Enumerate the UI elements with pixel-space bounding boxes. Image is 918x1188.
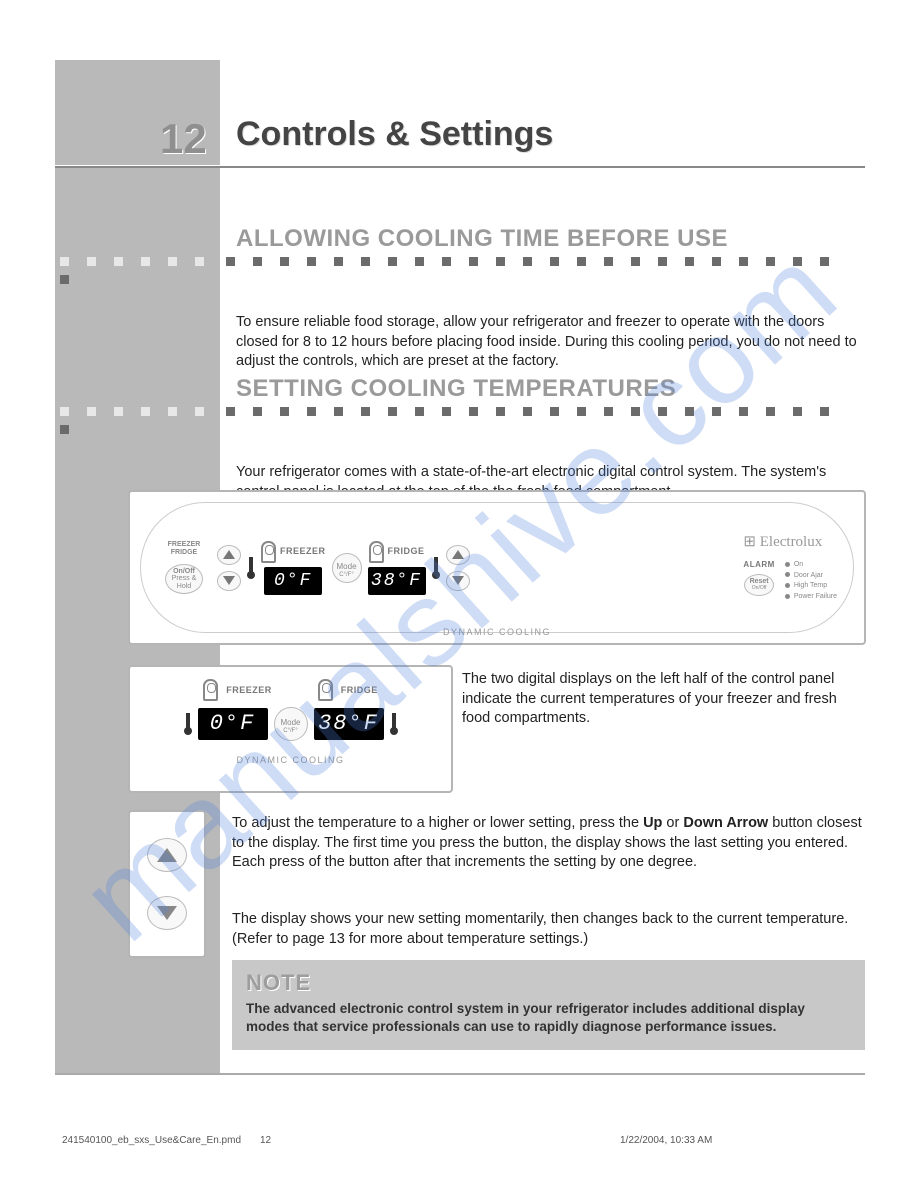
press-label: Press &	[172, 575, 197, 583]
label-freezer-fridge-1: FREEZER	[168, 541, 201, 549]
led-icon	[785, 572, 790, 577]
mode-sub: C°/F°	[339, 572, 353, 579]
capsule-icon	[318, 679, 333, 701]
brand-logo: ⊞ Electrolux	[743, 534, 822, 551]
onoff-label: On/Off	[173, 568, 195, 576]
dots-row-1	[60, 253, 865, 267]
arrows-closeup	[128, 810, 206, 958]
fridge-up-button[interactable]	[446, 545, 470, 565]
chevron-down-icon	[157, 906, 177, 920]
chevron-down-icon	[223, 576, 235, 585]
freezer-up-button[interactable]	[217, 545, 241, 565]
alarm-item: On	[794, 561, 803, 568]
freezer-temp-closeup: 0°F	[198, 708, 268, 740]
thermometer-icon	[247, 557, 255, 579]
mode-label-closeup: Mode	[280, 719, 300, 728]
fridge-label: FRIDGE	[388, 547, 425, 557]
thermometer-icon	[390, 713, 398, 735]
mode-button-closeup[interactable]: Mode C°/F°	[274, 707, 308, 741]
control-panel-closeup: FREEZER FRIDGE 0°F Mode C°/F° 38°F DYNAM…	[128, 665, 453, 793]
freezer-label-closeup: FREEZER	[226, 685, 272, 695]
mode-sub-closeup: C°/F°	[283, 728, 297, 735]
heading-setting-temps: SETTING COOLING TEMPERATURES	[236, 375, 866, 403]
displays-description: The two digital displays on the left hal…	[462, 670, 862, 729]
led-icon	[785, 562, 790, 567]
note-body: The advanced electronic control system i…	[246, 1000, 851, 1036]
page-number: 12	[160, 115, 207, 163]
footer-timestamp: 1/22/2004, 10:33 AM	[620, 1135, 712, 1146]
mode-label: Mode	[337, 563, 357, 572]
alarm-reset-button[interactable]: Reset On/Off	[744, 574, 774, 596]
note-box: NOTE The advanced electronic control sys…	[232, 960, 865, 1050]
body-cooling-time: To ensure reliable food storage, allow y…	[236, 313, 866, 372]
freezer-label: FREEZER	[280, 547, 326, 557]
manual-page: 12 Controls & Settings ALLOWING COOLING …	[0, 0, 918, 1188]
footer-page: 12	[260, 1135, 271, 1146]
control-panel-full: FREEZER FRIDGE On/Off Press & Hold F	[128, 490, 866, 645]
fridge-temp-display: 38°F	[368, 567, 426, 595]
fridge-arrows	[446, 545, 470, 591]
fridge-down-button[interactable]	[446, 571, 470, 591]
capsule-icon	[203, 679, 218, 701]
heading-cooling-time: ALLOWING COOLING TIME BEFORE USE	[236, 225, 866, 253]
footer-filename: 241540100_eb_sxs_Use&Care_En.pmd	[62, 1135, 241, 1146]
right-brand-alarm: ⊞ Electrolux ALARM Reset On/Off On Door …	[743, 534, 837, 600]
capsule-icon	[369, 541, 384, 563]
freezer-down-button[interactable]	[217, 571, 241, 591]
alarm-indicators: On Door Ajar High Temp Power Failure	[785, 561, 837, 601]
onoff-button[interactable]: On/Off Press & Hold	[165, 564, 203, 594]
chevron-down-icon	[452, 576, 464, 585]
mode-button[interactable]: Mode C°/F°	[332, 553, 362, 583]
led-icon	[785, 594, 790, 599]
dynamic-cooling-label: DYNAMIC COOLING	[130, 627, 864, 637]
dynamic-cooling-closeup: DYNAMIC COOLING	[138, 755, 443, 765]
title-rule	[55, 165, 865, 168]
chevron-up-icon	[157, 848, 177, 862]
note-title: NOTE	[246, 970, 851, 996]
left-stack: FREEZER FRIDGE On/Off Press & Hold	[157, 541, 211, 594]
chapter-title: Controls & Settings	[236, 115, 553, 154]
alarm-item: Power Failure	[794, 593, 837, 600]
freezer-temp-display: 0°F	[264, 567, 322, 595]
adjust-paragraph-1: To adjust the temperature to a higher or…	[232, 814, 862, 873]
chevron-up-icon	[452, 550, 464, 559]
bottom-rule	[55, 1073, 865, 1075]
reset-sub: On/Off	[752, 586, 767, 592]
thermometer-icon	[184, 713, 192, 735]
down-arrow-button[interactable]	[147, 896, 187, 930]
adjust-paragraph-2: The display shows your new setting momen…	[232, 910, 862, 949]
control-panel-inner: FREEZER FRIDGE On/Off Press & Hold F	[140, 502, 854, 633]
fridge-label-closeup: FRIDGE	[341, 685, 378, 695]
alarm-title: ALARM	[743, 561, 774, 570]
capsule-icon	[261, 541, 276, 563]
dots-row-2	[60, 403, 865, 417]
up-arrow-button[interactable]	[147, 838, 187, 872]
led-icon	[785, 583, 790, 588]
alarm-item: Door Ajar	[794, 572, 823, 579]
alarm-item: High Temp	[794, 582, 827, 589]
hold-label: Hold	[177, 583, 191, 591]
fridge-group: FRIDGE 38°F	[368, 541, 426, 595]
freezer-group: FREEZER 0°F	[261, 541, 326, 595]
thermometer-icon	[432, 557, 440, 579]
chevron-up-icon	[223, 550, 235, 559]
fridge-temp-closeup: 38°F	[314, 708, 384, 740]
label-freezer-fridge-2: FRIDGE	[171, 549, 197, 557]
freezer-arrows	[217, 545, 241, 591]
